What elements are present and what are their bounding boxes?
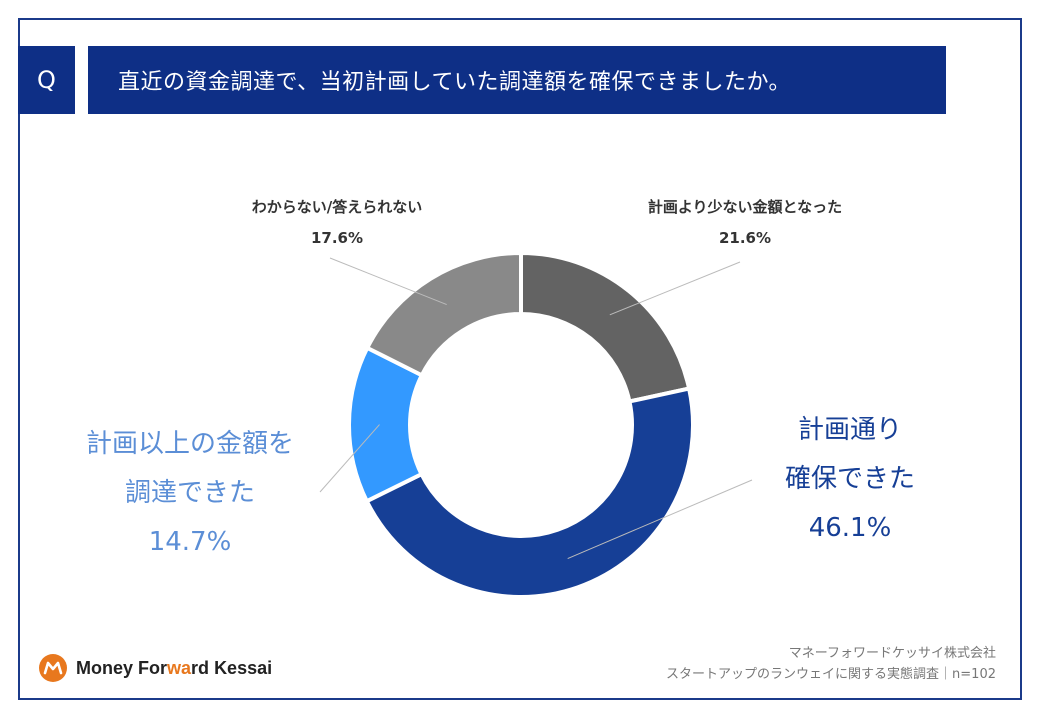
source-note: マネーフォワードケッサイ株式会社 スタートアップのランウェイに関する実態調査｜n… [666,643,996,685]
money-forward-icon [39,654,67,682]
slice-less [519,250,692,404]
slice-asplanned [364,386,695,599]
label-unknown-pct: 17.6% [310,229,364,247]
label-more-pct: 14.7% [148,527,232,557]
question-title: 直近の資金調達で、当初計画していた調達額を確保できましたか。 [88,46,946,114]
slice-unknown [364,250,523,378]
leader-line-more [319,424,380,493]
brand-money: Money [76,657,134,678]
brand-kessai: Kessai [214,657,273,678]
brand-forward: Forward [138,657,210,678]
label-unknown-name: わからない/答えられない [251,198,423,216]
label-asplanned-name1: 計画通り [797,415,902,445]
leader-line-less [609,261,741,316]
leader-line-asplanned [567,479,753,560]
label-more: 計画以上の金額を 調達できた 14.7% [50,420,330,567]
label-less: 計画より少ない金額となった 21.6% [600,192,890,254]
brand-name: Money Forward Kessai [76,658,272,679]
label-less-name: 計画より少ない金額となった [647,198,843,216]
label-more-name1: 計画以上の金額を [85,429,294,459]
source-survey: スタートアップのランウェイに関する実態調査｜n=102 [666,667,996,682]
label-asplanned-pct: 46.1% [808,513,892,543]
label-unknown: わからない/答えられない 17.6% [218,192,456,254]
label-asplanned-name2: 確保できた [784,464,915,494]
label-more-name2: 調達できた [124,478,255,508]
leader-line-unknown [329,257,447,306]
label-asplanned: 計画通り 確保できた 46.1% [740,406,960,553]
source-company: マネーフォワードケッサイ株式会社 [788,646,996,661]
chart-frame [18,18,1022,700]
label-less-pct: 21.6% [718,229,772,247]
brand-logo: Money Forward Kessai [38,653,272,683]
question-badge: Q [18,46,75,114]
